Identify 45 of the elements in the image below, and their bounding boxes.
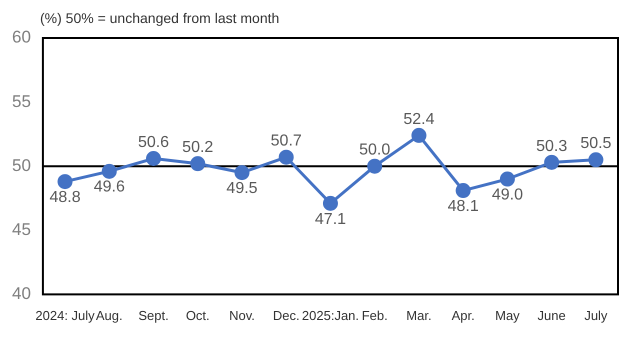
- x-tick-label: Apr.: [452, 308, 475, 323]
- data-label: 50.6: [138, 134, 170, 151]
- x-tick-label: 2025:Jan.: [302, 308, 360, 323]
- x-tick-label: Feb.: [362, 308, 388, 323]
- y-tick-label: 40: [12, 284, 31, 304]
- point: [58, 174, 73, 190]
- y-tick-label: 55: [12, 92, 31, 111]
- point: [367, 158, 382, 174]
- data-label: 50.2: [182, 139, 214, 156]
- x-tick-label: May: [495, 308, 520, 323]
- x-tick-label: July: [584, 308, 608, 323]
- data-label: 50.3: [536, 138, 568, 155]
- y-tick-label: 50: [12, 156, 31, 175]
- point: [456, 183, 471, 198]
- data-label: 47.1: [314, 210, 346, 228]
- y-tick-label: 45: [12, 220, 31, 239]
- x-tick-label: Mar.: [406, 308, 432, 323]
- data-label: 50.0: [359, 142, 390, 159]
- x-tick-label: Aug.: [96, 308, 123, 323]
- point: [500, 172, 515, 187]
- point: [190, 156, 206, 172]
- data-label: 50.7: [270, 132, 302, 150]
- data-label: 49.6: [94, 178, 125, 196]
- point: [322, 196, 338, 211]
- point: [588, 152, 604, 168]
- x-tick-label: 2024: July: [35, 308, 96, 323]
- point: [411, 128, 426, 143]
- data-label: 49.0: [492, 186, 524, 204]
- data-label: 49.5: [226, 180, 258, 198]
- y-tick-label: 60: [12, 28, 31, 47]
- point: [102, 164, 117, 179]
- data-label: 48.8: [49, 188, 81, 206]
- data-label: 50.5: [580, 135, 612, 152]
- point: [146, 151, 162, 166]
- x-tick-label: Oct.: [186, 308, 210, 323]
- x-tick-label: Nov.: [229, 308, 255, 323]
- x-tick-label: Dec.: [272, 308, 300, 323]
- x-tick-label: June: [538, 308, 566, 323]
- point: [278, 150, 294, 165]
- chart-title: (%) 50% = unchanged from last month: [40, 10, 280, 26]
- point: [234, 165, 250, 180]
- data-label: 48.1: [448, 198, 479, 215]
- data-label: 52.4: [403, 110, 435, 128]
- point: [544, 154, 560, 170]
- x-tick-label: Sept.: [138, 308, 169, 323]
